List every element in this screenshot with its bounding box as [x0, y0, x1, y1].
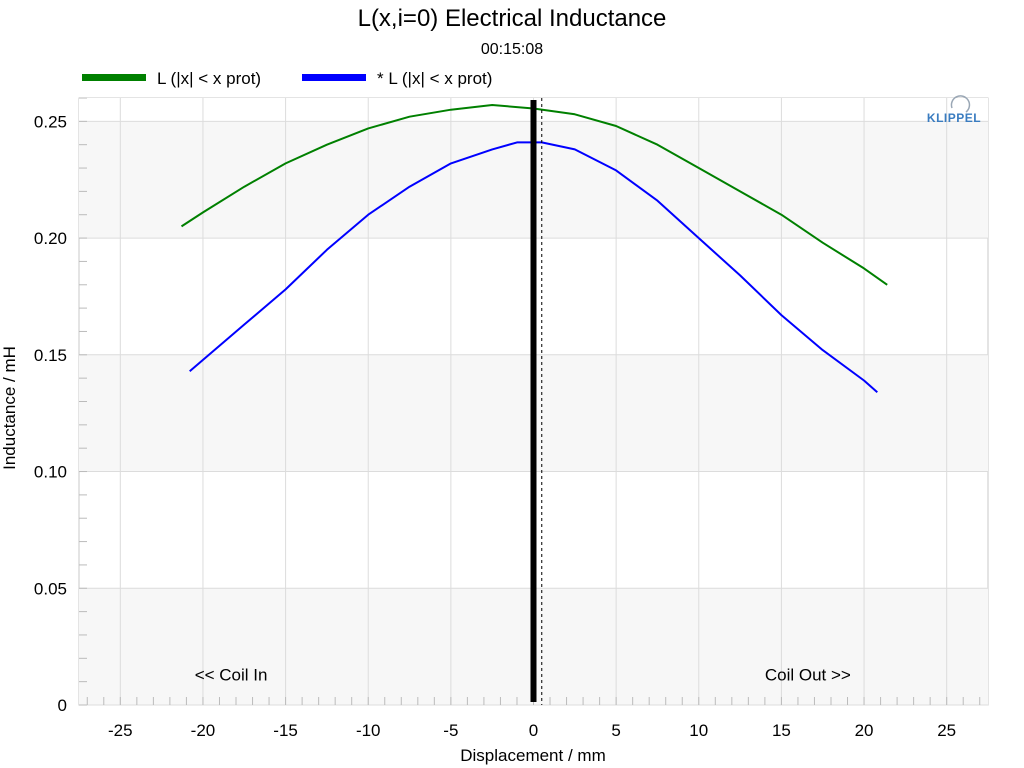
x-tick-label: 5 [611, 721, 620, 740]
x-tick-label: -10 [356, 721, 381, 740]
x-axis-label: Displacement / mm [460, 746, 605, 765]
annotation-text: << Coil In [195, 666, 268, 685]
logo-arc-icon [950, 95, 971, 113]
x-tick-label: 15 [772, 721, 791, 740]
x-tick-label: 25 [937, 721, 956, 740]
y-tick-label: 0.25 [34, 112, 67, 131]
y-tick-label: 0.05 [34, 579, 67, 598]
legend-swatch-green [82, 74, 146, 81]
legend-swatch-blue [302, 74, 366, 81]
x-tick-label: 10 [689, 721, 708, 740]
minor-ticks [79, 97, 981, 706]
x-tick-label: 20 [855, 721, 874, 740]
y-tick-label: 0 [58, 696, 67, 715]
x-tick-label: -25 [108, 721, 133, 740]
y-tick-label: 0.20 [34, 229, 67, 248]
x-tick-label: -20 [191, 721, 216, 740]
legend-label-series-2: * L (|x| < x prot) [377, 69, 492, 88]
y-axis-label: Inductance / mH [0, 346, 19, 470]
x-axis-ticks: -25 -20 -15 -10 -5 0 5 10 15 20 25 [108, 721, 956, 740]
chart-title: L(x,i=0) Electrical Inductance [358, 5, 667, 32]
y-axis-ticks: 0 0.05 0.10 0.15 0.20 0.25 [34, 112, 67, 715]
y-tick-label: 0.10 [34, 463, 67, 482]
x-tick-label: 0 [529, 721, 538, 740]
annotation-layer: << Coil In Coil Out >> [195, 666, 851, 685]
x-tick-label: -15 [273, 721, 298, 740]
x-tick-label: -5 [443, 721, 458, 740]
legend: L (|x| < x prot) * L (|x| < x prot) [82, 69, 492, 88]
chart-subtitle: 00:15:08 [481, 41, 543, 58]
marker-layer [530, 98, 543, 705]
annotation-text: Coil Out >> [765, 666, 851, 685]
y-tick-label: 0.15 [34, 346, 67, 365]
klippel-logo: KLIPPEL [927, 95, 981, 125]
logo-text: KLIPPEL [927, 111, 981, 125]
legend-label-series-1: L (|x| < x prot) [157, 69, 261, 88]
